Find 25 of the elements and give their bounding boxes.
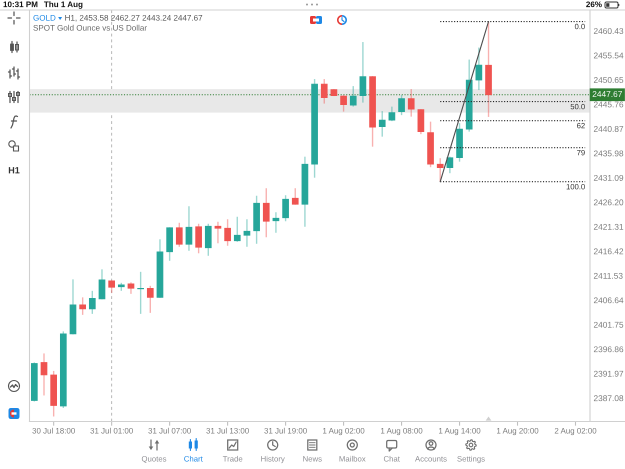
y-tick-label: 2455.54 (594, 52, 624, 58)
chart-title: GOLD (33, 14, 56, 21)
text: H1 (8, 167, 20, 174)
text: 10:31 PM (4, 1, 38, 8)
y-tick-label: 2440.87 (594, 126, 624, 132)
y-tick-label: 2445.76 (594, 102, 624, 108)
y-tick-label: 2431.09 (594, 174, 624, 181)
y-tick-label: 2411.53 (594, 272, 623, 279)
y-tick-label: 2387.08 (594, 395, 624, 402)
y-tick-label: 2460.43 (594, 28, 624, 34)
y-tick-label: 2391.97 (594, 370, 624, 377)
y-tick-label: 2406.64 (594, 297, 624, 304)
y-tick-label: 2401.75 (594, 322, 624, 328)
y-tick-label: 2435.98 (594, 150, 624, 156)
text: SPOT Gold Ounce vs US Dollar (33, 24, 147, 31)
y-tick-label: 2426.20 (594, 199, 624, 206)
text: 26% (586, 1, 602, 8)
y-tick-label: 2421.31 (594, 224, 624, 230)
y-tick-label: 2416.42 (594, 248, 624, 254)
y-tick-label: 2450.65 (594, 77, 624, 83)
text: Thu 1 Aug (44, 1, 82, 9)
line-series (440, 20, 490, 182)
y-tick-label: 2396.86 (594, 346, 624, 352)
annotation: H1, 2453.58 2462.27 2443.24 2447.67 (65, 14, 202, 22)
ref-line-label: 2447.67 (592, 91, 622, 97)
